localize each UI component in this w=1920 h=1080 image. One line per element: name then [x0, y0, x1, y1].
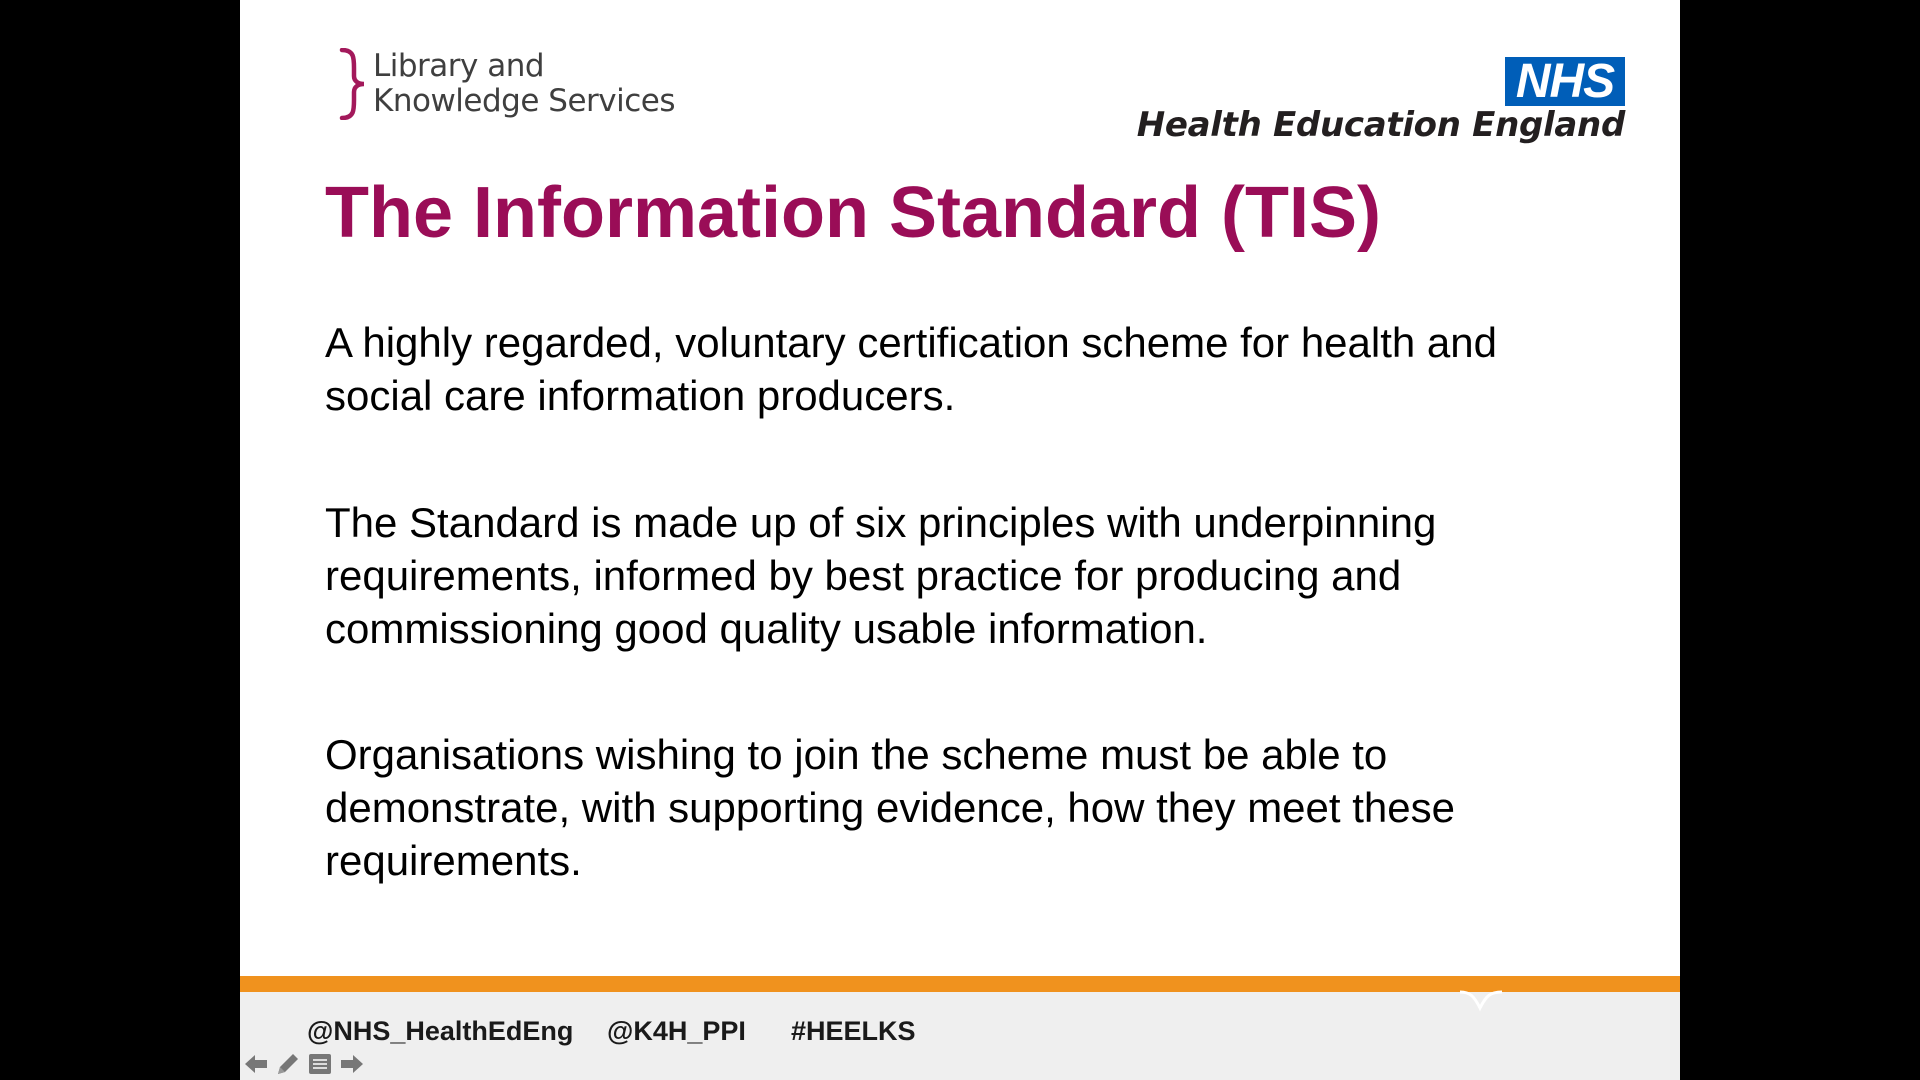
presenter-controls	[242, 1050, 366, 1078]
slide: Library and Knowledge Services NHS Healt…	[240, 0, 1680, 1080]
bracket-icon	[339, 48, 365, 120]
arrow-left-icon[interactable]	[242, 1050, 270, 1078]
footer-tag-k4h-ppi: @K4H_PPI	[607, 1016, 746, 1046]
footer-notch-shape	[240, 990, 1680, 1020]
menu-icon[interactable]	[306, 1050, 334, 1078]
slide-title: The Information Standard (TIS)	[325, 173, 1381, 253]
body-paragraph-2: The Standard is made up of six principle…	[325, 499, 1437, 652]
footer-orange-band	[240, 976, 1680, 992]
nhs-logo-badge: NHS	[1505, 57, 1625, 106]
lks-logo-line1: Library and	[373, 48, 545, 84]
lks-logo-line2: Knowledge Services	[373, 83, 675, 119]
body-paragraph-1: A highly regarded, voluntary certificati…	[325, 319, 1498, 419]
library-knowledge-services-logo: Library and Knowledge Services	[338, 44, 676, 124]
arrow-right-icon[interactable]	[338, 1050, 366, 1078]
footer-tag-heelks: #HEELKS	[791, 1016, 916, 1046]
hee-organisation-name: Health Education England	[1136, 105, 1626, 145]
footer-tag-nhs-healthedeng: @NHS_HealthEdEng	[307, 1016, 574, 1046]
pen-icon[interactable]	[274, 1050, 302, 1078]
body-paragraph-3: Organisations wishing to join the scheme…	[325, 731, 1455, 884]
